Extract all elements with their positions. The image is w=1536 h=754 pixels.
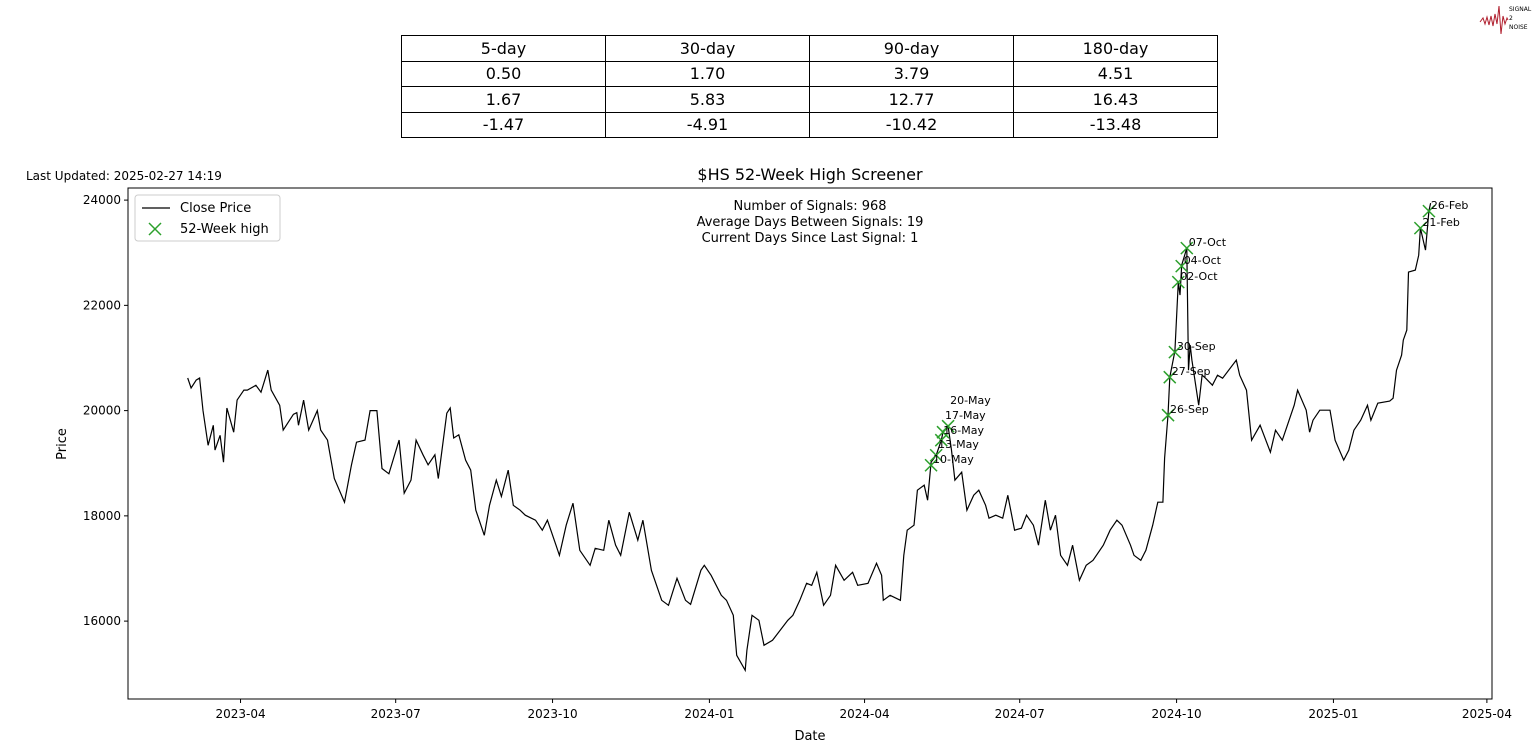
legend-marker-swatch bbox=[148, 222, 162, 236]
table-row: 1.67 5.83 12.77 16.43 bbox=[401, 86, 1218, 113]
annotation-signals: Number of Signals: 968 bbox=[733, 199, 886, 214]
signal-marker bbox=[1161, 408, 1175, 422]
table-header-cell: 5-day bbox=[401, 35, 606, 62]
signal-marker bbox=[1180, 241, 1194, 255]
table-cell: -1.47 bbox=[401, 111, 606, 138]
annotation-avg-days: Average Days Between Signals: 19 bbox=[697, 215, 924, 230]
close-price-line bbox=[187, 202, 1432, 673]
table-row: 0.50 1.70 3.79 4.51 bbox=[401, 60, 1218, 87]
signal-marker bbox=[929, 448, 943, 462]
y-tick-label: 20000 bbox=[83, 404, 121, 418]
legend-52-week-high: 52-Week high bbox=[180, 222, 269, 237]
signal-marker bbox=[1171, 275, 1185, 289]
table-header-cell: 90-day bbox=[809, 35, 1014, 62]
signal-label: 26-Sep bbox=[1170, 403, 1209, 416]
signal-marker bbox=[1168, 345, 1182, 359]
x-tick-label: 2023-04 bbox=[215, 707, 265, 721]
table-header-row: 5-day 30-day 90-day 180-day bbox=[401, 35, 1218, 62]
y-tick-label: 24000 bbox=[83, 193, 121, 207]
table-header-cell: 30-day bbox=[605, 35, 810, 62]
y-tick-label: 18000 bbox=[83, 509, 121, 523]
signal-label: 04-Oct bbox=[1184, 254, 1222, 267]
table-cell: 3.79 bbox=[809, 60, 1014, 87]
logo: SIGNAL 2 NOISE bbox=[1479, 5, 1532, 35]
y-tick-label: 22000 bbox=[83, 298, 121, 312]
signal-label: 10-May bbox=[933, 453, 974, 466]
signal-label: 02-Oct bbox=[1180, 270, 1218, 283]
logo-text: 2 bbox=[1509, 15, 1513, 22]
signal-label: 26-Feb bbox=[1431, 199, 1468, 212]
table-cell: 16.43 bbox=[1013, 86, 1218, 113]
signal-marker bbox=[941, 419, 955, 433]
signal-marker bbox=[924, 458, 938, 472]
table-row: -1.47 -4.91 -10.42 -13.48 bbox=[401, 111, 1218, 138]
signal-label: 13-May bbox=[938, 438, 979, 451]
signal-marker bbox=[1422, 204, 1436, 218]
table-cell: 0.50 bbox=[401, 60, 606, 87]
table-cell: 1.70 bbox=[605, 60, 810, 87]
table-cell: 1.67 bbox=[401, 86, 606, 113]
x-tick-label: 2024-04 bbox=[839, 707, 889, 721]
last-updated: Last Updated: 2025-02-27 14:19 bbox=[26, 169, 222, 183]
table-header-cell: 180-day bbox=[1013, 35, 1218, 62]
signal-label: 27-Sep bbox=[1172, 365, 1211, 378]
x-tick-label: 2024-07 bbox=[995, 707, 1045, 721]
table-cell: 5.83 bbox=[605, 86, 810, 113]
x-tick-label: 2023-07 bbox=[371, 707, 421, 721]
x-tick-label: 2025-01 bbox=[1308, 707, 1358, 721]
y-tick-label: 16000 bbox=[83, 614, 121, 628]
table-cell: -10.42 bbox=[809, 111, 1014, 138]
signal-marker bbox=[1175, 259, 1189, 273]
table-cell: -13.48 bbox=[1013, 111, 1218, 138]
signal-label: 20-May bbox=[950, 394, 991, 407]
signal-label: 16-May bbox=[943, 424, 984, 437]
annotation-days-since: Current Days Since Last Signal: 1 bbox=[702, 231, 919, 246]
stats-table: 5-day 30-day 90-day 180-day 0.50 1.70 3.79 4.51… bbox=[401, 35, 1218, 138]
y-axis-label: Price bbox=[55, 428, 70, 460]
logo-text: NOISE bbox=[1509, 24, 1528, 31]
signal-label: 07-Oct bbox=[1189, 236, 1227, 249]
signal-label: 21-Feb bbox=[1422, 216, 1459, 229]
table-cell: 12.77 bbox=[809, 86, 1014, 113]
signal-marker bbox=[934, 433, 948, 447]
x-tick-label: 2025-04 bbox=[1462, 707, 1512, 721]
chart-title: $HS 52-Week High Screener bbox=[697, 165, 923, 184]
signal-label: 17-May bbox=[945, 409, 986, 422]
signal-marker bbox=[1163, 370, 1177, 384]
table-cell: -4.91 bbox=[605, 111, 810, 138]
x-tick-label: 2024-01 bbox=[684, 707, 734, 721]
x-axis-label: Date bbox=[794, 729, 825, 744]
signal-marker bbox=[1413, 221, 1427, 235]
plot-area bbox=[127, 187, 1493, 700]
signal-marker bbox=[936, 425, 950, 439]
signal-label: 30-Sep bbox=[1177, 340, 1216, 353]
legend: Close Price 52-Week high bbox=[134, 194, 281, 242]
x-tick-label: 2023-10 bbox=[527, 707, 577, 721]
x-tick-label: 2024-10 bbox=[1152, 707, 1202, 721]
legend-close-price: Close Price bbox=[180, 201, 251, 216]
logo-text: SIGNAL bbox=[1509, 6, 1532, 13]
logo-waveform bbox=[1479, 5, 1509, 35]
table-cell: 4.51 bbox=[1013, 60, 1218, 87]
